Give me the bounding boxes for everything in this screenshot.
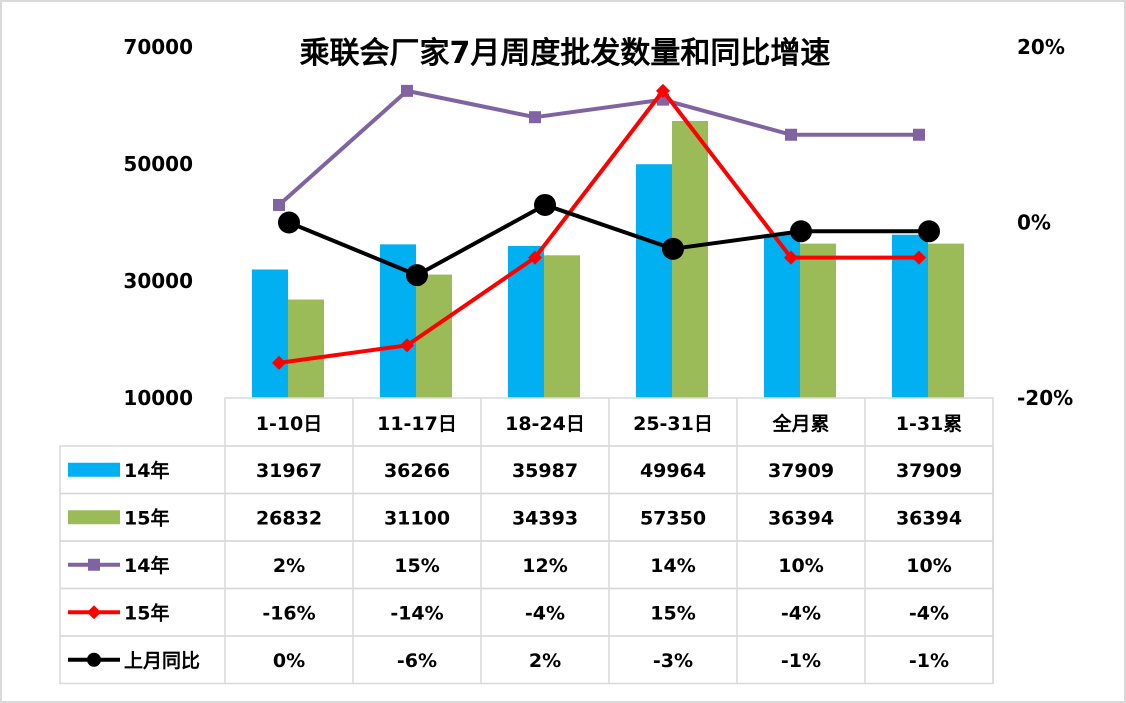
point-square-1	[401, 84, 413, 97]
left-tick-label: 70000	[123, 35, 193, 59]
data-label: -14%	[390, 602, 443, 624]
legend-label: 15年	[124, 601, 169, 624]
point-circle-4	[790, 220, 812, 243]
data-label: -1%	[909, 650, 949, 672]
category-label: 25-31日	[633, 413, 713, 435]
data-label: 26832	[256, 507, 322, 529]
point-diamond-3	[656, 83, 670, 98]
point-diamond-2	[528, 250, 542, 265]
legend-label: 14年	[124, 554, 169, 577]
bar-14-5	[892, 234, 928, 398]
bar-15-2	[544, 255, 580, 398]
data-label: 37909	[768, 460, 834, 482]
legend-label: 15年	[124, 506, 169, 529]
data-label: -16%	[262, 602, 315, 624]
data-table: 1-10日 11-17日 18-24日 25-31日 全月累 1-31累 14年 31967 3…	[59, 397, 994, 685]
category-label: 1-31累	[896, 413, 963, 435]
category-label: 全月累	[771, 412, 829, 435]
data-label: 31967	[256, 460, 322, 482]
data-label: 12%	[522, 555, 567, 577]
point-square-4	[785, 128, 797, 141]
category-label: 1-10日	[256, 413, 323, 435]
bar-14-2	[508, 245, 544, 398]
point-square-0	[273, 198, 285, 211]
bar-14-3	[636, 164, 672, 398]
data-label: -4%	[781, 602, 821, 624]
bar-15-4	[800, 243, 836, 398]
point-square-5	[913, 128, 925, 141]
data-label: 15%	[650, 602, 695, 624]
category-label: 11-17日	[377, 413, 457, 435]
left-tick-label: 10000	[123, 386, 193, 410]
point-diamond-1	[400, 338, 414, 353]
data-label: 2%	[273, 555, 305, 577]
legend-label: 上月同比	[124, 650, 200, 672]
point-diamond-4	[784, 250, 798, 265]
legend-key-bar	[68, 510, 120, 525]
data-label: 34393	[512, 507, 578, 529]
data-label: 37909	[896, 460, 962, 482]
point-circle-0	[278, 211, 300, 234]
point-diamond-5	[912, 250, 926, 265]
legend-label: 14年	[124, 459, 169, 482]
right-axis: 20% 0% -20%	[1017, 35, 1073, 410]
point-circle-1	[406, 264, 428, 287]
bar-15-0	[288, 299, 324, 398]
left-tick-label: 50000	[123, 152, 193, 176]
data-label: 15%	[394, 555, 439, 577]
line-series-2	[288, 202, 929, 278]
point-circle-5	[918, 220, 940, 243]
data-label: 36394	[896, 507, 962, 529]
bar-15-3	[672, 121, 708, 398]
legend-key-bar	[68, 462, 120, 477]
right-tick-label: 0%	[1017, 211, 1051, 235]
data-label: -1%	[781, 650, 821, 672]
right-tick-label: 20%	[1017, 35, 1065, 59]
point-diamond-0	[272, 355, 286, 370]
data-label: 10%	[906, 555, 951, 577]
point-square-2	[529, 111, 541, 124]
data-label: 57350	[640, 507, 706, 529]
category-label: 18-24日	[505, 413, 585, 435]
data-label: 31100	[384, 507, 450, 529]
line-series-1	[278, 88, 919, 365]
data-label: 36394	[768, 507, 834, 529]
data-label: 0%	[273, 650, 305, 672]
data-label: -3%	[653, 650, 693, 672]
legend-marker-diamond	[87, 605, 101, 620]
data-label: 36266	[384, 460, 450, 482]
data-label: 49964	[640, 460, 706, 482]
legend-marker-circle	[87, 652, 101, 667]
bar-14-0	[252, 269, 288, 398]
left-axis: 70000 50000 30000 10000	[123, 35, 193, 410]
data-label: -6%	[397, 650, 437, 672]
line-series-0	[277, 88, 919, 207]
data-label: 14%	[650, 555, 695, 577]
bar-14-4	[764, 234, 800, 398]
chart-title: 乘联会厂家7月周度批发数量和同比增速	[300, 36, 831, 71]
point-circle-3	[662, 237, 684, 260]
legend-marker-square	[88, 558, 100, 571]
data-label: 35987	[512, 460, 578, 482]
data-label: -4%	[909, 602, 949, 624]
data-label: 10%	[778, 555, 823, 577]
left-tick-label: 30000	[123, 269, 193, 293]
right-tick-label: -20%	[1017, 386, 1073, 410]
bar-15-5	[928, 243, 964, 398]
data-label: -4%	[525, 602, 565, 624]
data-label: 2%	[529, 650, 561, 672]
line-series	[272, 83, 940, 370]
point-circle-2	[534, 193, 556, 216]
